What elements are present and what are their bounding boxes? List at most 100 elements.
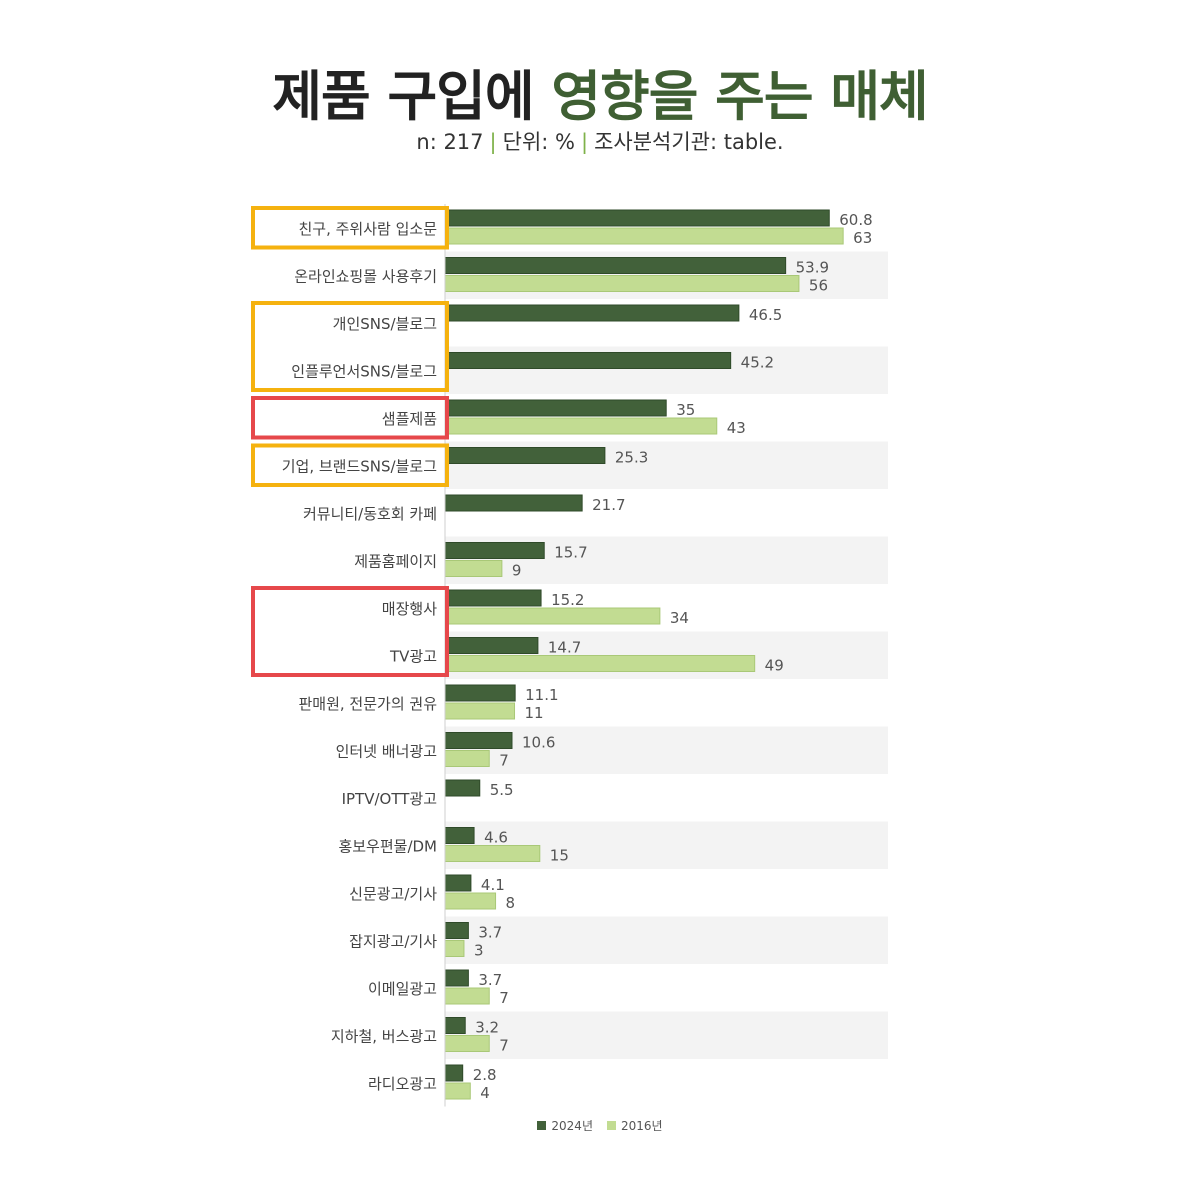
data-label: 8 <box>506 894 516 912</box>
bar-2024 <box>444 827 475 844</box>
data-label: 2.8 <box>473 1066 497 1084</box>
row-band <box>445 726 888 774</box>
data-label: 15.2 <box>551 591 584 609</box>
bar-2024 <box>444 352 732 369</box>
sample-size: n: 217 <box>416 130 484 154</box>
bar-2016 <box>444 750 490 767</box>
row-band <box>445 916 888 964</box>
legend-item: 2024년 <box>537 1117 593 1134</box>
bar-2024 <box>444 494 583 512</box>
data-label: 15.7 <box>554 544 587 562</box>
bar-2024 <box>444 1017 466 1034</box>
row-band <box>445 1011 888 1059</box>
data-label: 4.1 <box>481 876 505 894</box>
category-label: 인플루언서SNS/블로그 <box>291 362 437 380</box>
bar-2024 <box>444 257 787 274</box>
data-label: 5.5 <box>490 781 514 799</box>
bar-2016 <box>444 940 465 957</box>
category-label: 라디오광고 <box>368 1075 437 1093</box>
category-label: 기업, 브랜드SNS/블로그 <box>282 457 437 475</box>
bar-2016 <box>444 702 516 720</box>
bar-2024 <box>444 637 539 654</box>
bar-2016 <box>444 275 800 292</box>
data-label: 4.6 <box>484 829 508 847</box>
data-label: 45.2 <box>741 354 774 372</box>
bar-2024 <box>444 1064 464 1082</box>
data-label: 49 <box>765 657 784 675</box>
data-label: 9 <box>512 562 522 580</box>
data-label: 10.6 <box>522 734 555 752</box>
subtitle-separator: | <box>489 130 497 154</box>
category-label: 잡지광고/기사 <box>349 932 437 950</box>
data-label: 60.8 <box>839 211 872 229</box>
category-label: 친구, 주위사람 입소문 <box>298 220 437 238</box>
subtitle-separator: | <box>580 130 589 154</box>
bar-2024 <box>444 779 481 797</box>
data-label: 11.1 <box>525 686 558 704</box>
bar-2016 <box>444 607 661 625</box>
category-label: 판매원, 전문가의 권유 <box>298 695 437 713</box>
source-label: 조사분석기관: table. <box>594 130 784 154</box>
data-label: 53.9 <box>796 259 829 277</box>
category-label: 제품홈페이지 <box>354 552 437 570</box>
data-label: 3.2 <box>475 1019 499 1037</box>
bar-2024 <box>444 304 740 322</box>
highlight-box-orange <box>251 301 449 392</box>
chart-legend: 2024년 2016년 <box>0 1117 1200 1134</box>
bar-2016 <box>444 987 490 1005</box>
data-label: 43 <box>727 419 746 437</box>
bar-2024 <box>444 922 469 939</box>
category-label: 개인SNS/블로그 <box>333 315 437 333</box>
data-label: 25.3 <box>615 449 648 467</box>
bar-2016 <box>444 227 844 245</box>
category-label: IPTV/OTT광고 <box>342 790 437 808</box>
bar-2024 <box>444 969 469 987</box>
category-label: 매장행사 <box>382 600 437 618</box>
category-label: 홍보우편물/DM <box>338 837 437 855</box>
data-label: 11 <box>525 704 544 722</box>
data-label: 7 <box>499 1037 509 1055</box>
bar-2024 <box>444 589 542 607</box>
data-label: 3 <box>474 942 484 960</box>
bar-2024 <box>444 399 667 417</box>
unit-label: 단위: % <box>502 130 575 154</box>
bar-2016 <box>444 892 497 910</box>
category-label: 인터넷 배너광고 <box>336 742 437 760</box>
data-label: 4 <box>480 1084 490 1102</box>
bar-2024 <box>444 447 606 464</box>
highlight-box-red <box>251 586 449 677</box>
bar-2016 <box>444 1082 471 1100</box>
category-label: 커뮤니티/동호회 카페 <box>303 505 437 523</box>
bar-2024 <box>444 684 516 702</box>
chart-title-accent: 영향을 주는 매체 <box>551 65 928 128</box>
data-label: 7 <box>499 752 509 770</box>
legend-label: 2016년 <box>621 1119 663 1133</box>
data-label: 63 <box>853 229 872 247</box>
legend-label: 2024년 <box>551 1119 593 1133</box>
category-label: 신문광고/기사 <box>349 885 437 903</box>
highlight-box-orange <box>251 206 449 250</box>
bar-2024 <box>444 542 545 559</box>
chart-subtitle: n: 217 | 단위: % | 조사분석기관: table. <box>0 126 1200 156</box>
data-label: 3.7 <box>478 971 502 989</box>
legend-item: 2016년 <box>607 1117 663 1134</box>
data-label: 56 <box>809 277 828 295</box>
bar-2024 <box>444 874 472 892</box>
bar-2016 <box>444 845 541 862</box>
bar-2016 <box>444 1035 490 1052</box>
highlight-box-orange <box>251 443 449 487</box>
data-label: 46.5 <box>749 306 782 324</box>
data-label: 7 <box>499 989 509 1007</box>
data-label: 34 <box>670 609 689 627</box>
category-label: 지하철, 버스광고 <box>331 1027 437 1045</box>
category-label: 이메일광고 <box>368 980 437 998</box>
bar-2016 <box>444 560 503 577</box>
category-label: 온라인쇼핑몰 사용후기 <box>294 267 437 285</box>
category-label: 샘플제품 <box>382 410 437 428</box>
bar-2016 <box>444 417 718 435</box>
data-label: 14.7 <box>548 639 581 657</box>
bar-2024 <box>444 732 513 749</box>
data-label: 21.7 <box>592 496 625 514</box>
legend-swatch <box>607 1121 616 1130</box>
